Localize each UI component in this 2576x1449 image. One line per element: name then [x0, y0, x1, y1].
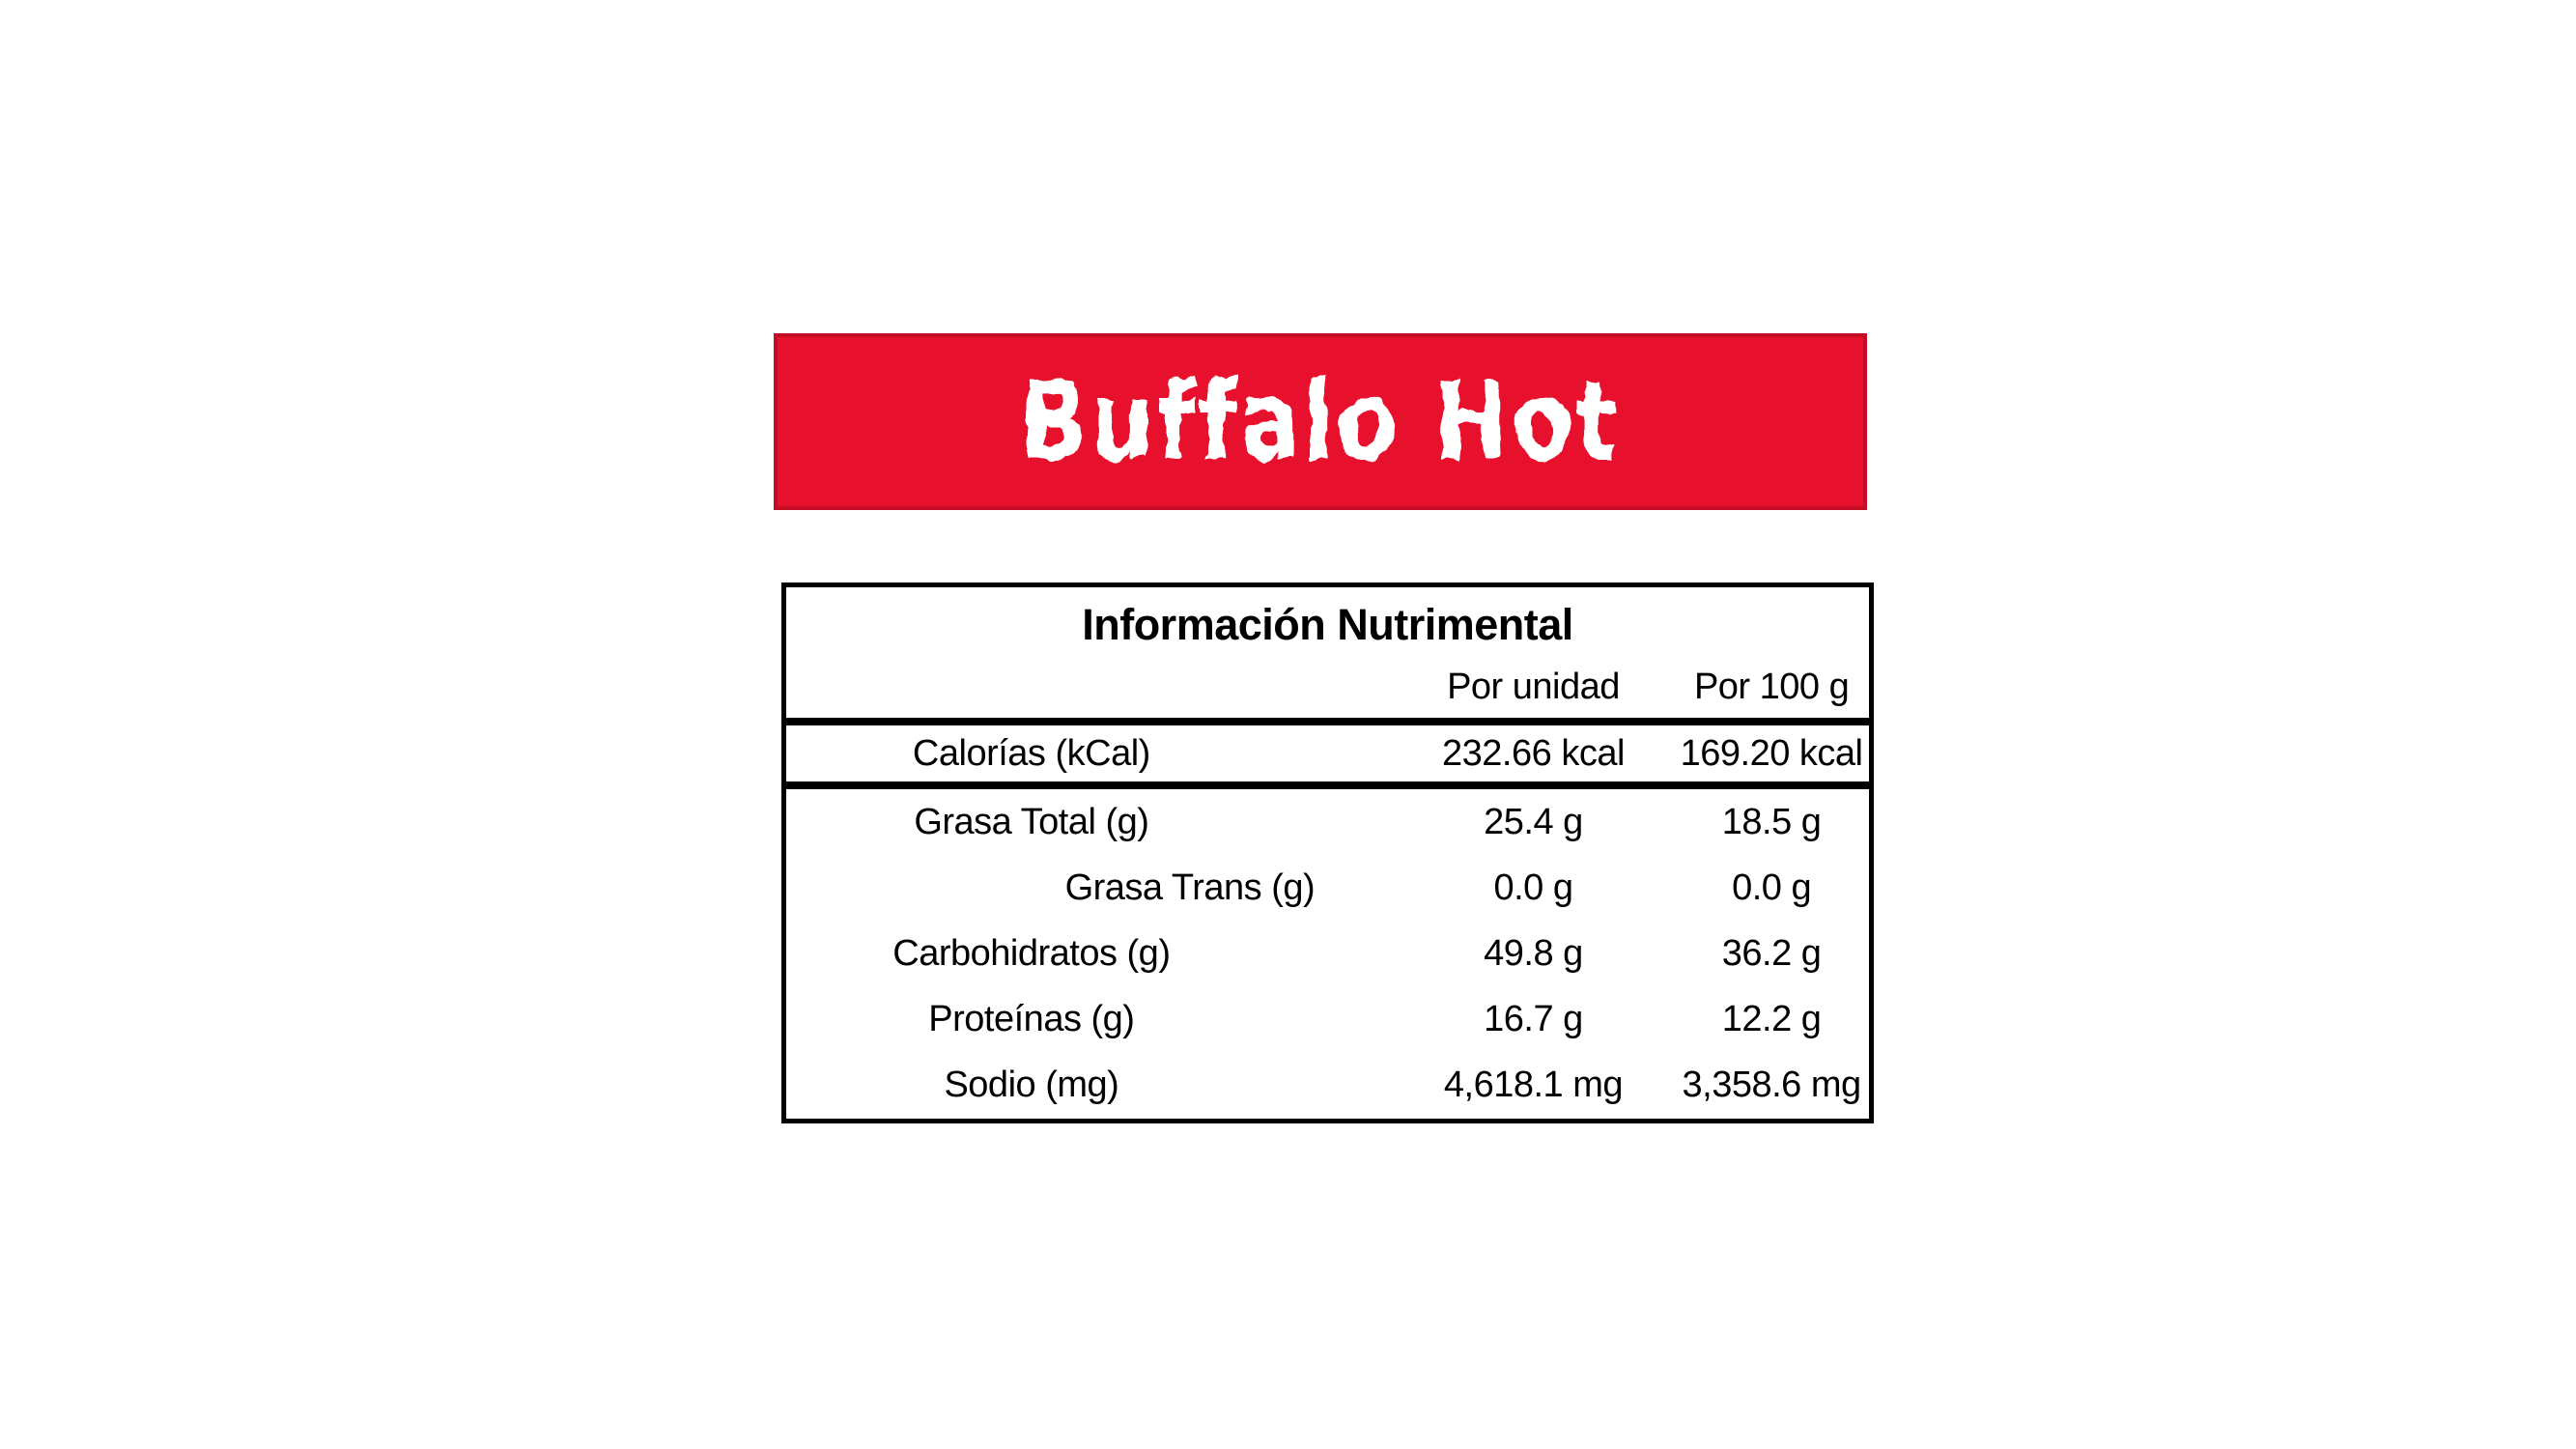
table-row-grasa-total: Grasa Total (g) 25.4 g 18.5 g	[786, 789, 1869, 855]
table-header: Información Nutrimental Por unidad Por 1…	[786, 587, 1869, 718]
nutrition-table: Información Nutrimental Por unidad Por 1…	[781, 582, 1874, 1123]
table-row-grasa-trans: Grasa Trans (g) 0.0 g 0.0 g	[786, 855, 1869, 921]
value-per-100g: 0.0 g	[1732, 867, 1812, 908]
table-row-proteinas: Proteínas (g) 16.7 g 12.2 g	[786, 987, 1869, 1053]
table-title: Información Nutrimental	[1082, 600, 1573, 649]
value-per-unit: 0.0 g	[1493, 867, 1573, 908]
column-header-row: Por unidad Por 100 g	[786, 667, 1869, 718]
nutrient-label: Proteínas (g)	[928, 999, 1135, 1040]
table-body: Grasa Total (g) 25.4 g 18.5 g Grasa Tran…	[786, 789, 1869, 1119]
column-header-per-100g: Por 100 g	[1693, 667, 1850, 707]
value-per-unit: 25.4 g	[1484, 801, 1583, 842]
value-per-100g: 18.5 g	[1721, 801, 1822, 842]
nutrient-label: Grasa Total (g)	[914, 801, 1149, 842]
nutrient-label: Carbohidratos (g)	[892, 933, 1171, 974]
value-per-unit: 16.7 g	[1484, 999, 1583, 1040]
product-name: Buffalo Hot	[1020, 358, 1621, 485]
value-per-unit: 49.8 g	[1484, 933, 1583, 974]
thick-divider	[786, 781, 1869, 789]
nutrient-label: Sodio (mg)	[944, 1065, 1119, 1106]
nutrient-label: Calorías (kCal)	[912, 732, 1150, 774]
value-per-100g: 3,358.6 mg	[1682, 1065, 1862, 1106]
table-row-sodio: Sodio (mg) 4,618.1 mg 3,358.6 mg	[786, 1053, 1869, 1119]
product-banner: Buffalo Hot	[774, 333, 1867, 510]
table-row-calorias: Calorías (kCal) 232.66 kcal 169.20 kcal	[786, 725, 1869, 781]
column-header-per-unit: Por unidad	[1447, 667, 1620, 707]
value-per-100g: 36.2 g	[1721, 933, 1822, 974]
value-per-unit: 4,618.1 mg	[1443, 1065, 1624, 1106]
thick-divider	[786, 718, 1869, 725]
value-per-100g: 169.20 kcal	[1680, 732, 1863, 774]
value-per-unit: 232.66 kcal	[1442, 732, 1625, 774]
nutrient-label: Grasa Trans (g)	[1064, 867, 1316, 908]
table-row-carbohidratos: Carbohidratos (g) 49.8 g 36.2 g	[786, 921, 1869, 986]
value-per-100g: 12.2 g	[1721, 999, 1822, 1040]
